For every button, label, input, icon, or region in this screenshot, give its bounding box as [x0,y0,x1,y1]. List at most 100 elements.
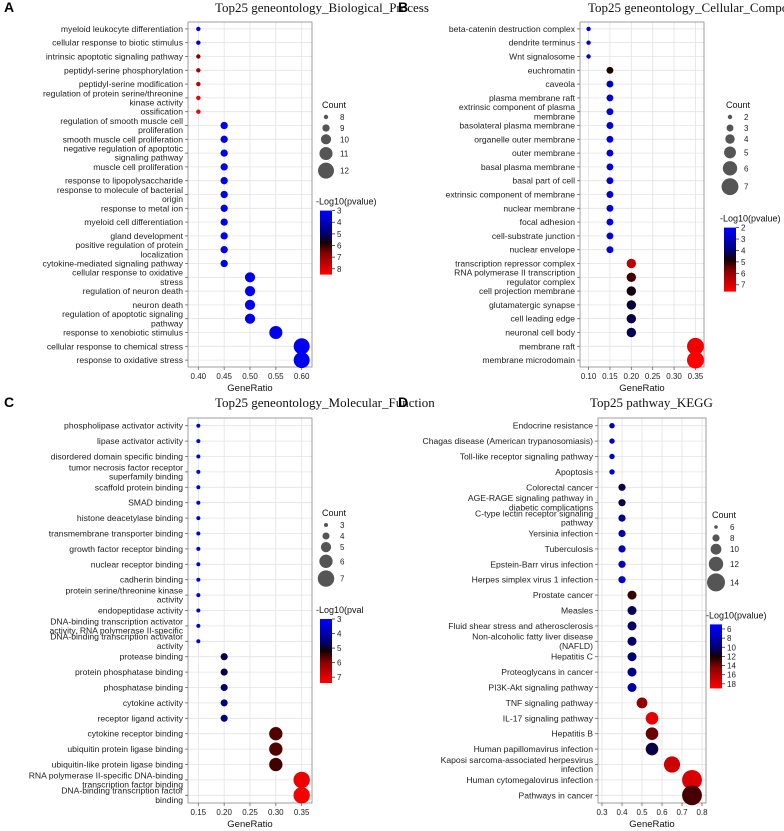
y-term-label: cell-substrate junction [492,231,575,241]
size-legend-label: 3 [744,124,749,133]
color-legend-label: 4 [741,246,746,255]
y-term-label: protein serine/threonine kinase [65,586,183,596]
data-point [196,593,201,598]
data-point [269,742,283,756]
y-term-label: cytokine receptor binding [87,729,183,739]
y-term-label: beta-catenin destruction complex [449,24,576,34]
data-point [196,639,201,644]
color-legend-label: 7 [337,253,342,262]
y-term-label: neuron death [132,300,183,310]
color-legend-label: 6 [337,242,342,251]
color-legend-label: 7 [741,281,746,290]
data-point [618,499,626,507]
data-point [220,668,228,676]
y-term-label: cadherin binding [120,575,183,585]
x-tick-label: 0.4 [616,808,628,817]
y-term-label: endopeptidase activity [98,606,184,616]
data-point [663,756,681,773]
size-legend-label: 5 [340,543,345,552]
data-point [196,577,201,582]
data-point [196,54,201,59]
data-point [196,531,201,536]
y-term-label: superfamily binding [109,472,183,482]
size-legend-label: 4 [340,532,345,541]
y-term-label: localization [140,249,183,259]
x-tick-label: 0.50 [242,372,258,381]
y-term-label: caveola [545,79,575,89]
size-legend-title: Count [726,100,751,110]
y-term-label: negative regulation of apoptotic [64,144,184,154]
data-point [645,712,659,725]
size-legend-label: 8 [730,534,735,543]
color-legend-title: -Log10(pvalue) [316,197,377,207]
size-legend-dot [721,178,739,196]
data-point [586,26,591,32]
data-point [627,652,637,662]
data-point [196,439,201,444]
x-tick-label: 0.55 [268,372,284,381]
y-term-label: Colorectal cancer [526,482,593,492]
y-term-label: signaling pathway [115,153,184,163]
y-term-label: transcription repressor complex [455,259,576,269]
color-legend-bar [710,624,722,689]
y-term-label: response to oxidative stress [76,355,183,365]
y-term-label: Proteoglycans in cancer [501,667,593,677]
x-tick-label: 0.25 [242,808,258,817]
y-term-label: myeloid cell differentiation [84,217,183,227]
data-point [196,423,201,428]
data-point [220,177,228,185]
data-point [606,149,614,157]
color-legend-bar [320,619,332,683]
data-point [618,576,626,584]
data-point [196,516,201,521]
panel-title: Top25 geneontology_Molecular_Function [215,395,435,410]
y-term-label: Tuberculosis [545,544,593,554]
color-legend-label: 10 [727,643,736,652]
panel-A: A Top25 geneontology_Biological_Process 0.… [4,0,429,394]
size-legend-title: Count [712,510,737,520]
y-term-label: intrinsic apoptotic signaling pathway [46,52,184,62]
data-point [586,54,591,59]
color-legend-label: 6 [337,659,342,668]
data-point [220,683,228,692]
size-legend-label: 6 [730,523,735,532]
color-legend-label: 16 [727,671,736,680]
y-term-label: Herpes simplex virus 1 infection [472,575,594,585]
color-legend-label: 12 [727,652,736,661]
y-term-label: smooth muscle cell proliferation [63,134,184,144]
data-point [220,218,228,226]
y-term-label: ubiquitin protein ligase binding [67,744,183,754]
y-term-label: Pathways in cancer [518,790,593,800]
data-point [627,636,637,646]
data-point [627,621,637,631]
y-term-label: origin [162,194,183,204]
color-legend-label: 18 [727,680,736,689]
data-point [609,453,615,460]
data-point [609,438,615,444]
y-term-label: AGE-RAGE signaling pathway in [468,493,593,503]
data-point [220,149,228,157]
y-term-label: extrinsic component of plasma [459,102,575,112]
panel-letter: A [4,0,14,15]
y-term-label: basal plasma membrane [481,162,575,172]
color-legend-label: 3 [337,615,342,624]
size-legend-dot [318,162,334,179]
y-term-label: peptidyl-serine phosphorylation [64,65,183,75]
data-point [220,232,228,240]
size-legend-dot [320,542,332,553]
data-point [606,177,614,185]
data-point [606,108,614,116]
x-tick-label: 0.7 [676,808,688,817]
color-legend-bar [724,227,736,292]
size-legend-label: 5 [744,148,749,157]
data-point [618,560,626,568]
data-point [609,469,615,475]
data-point [196,40,201,45]
data-point [606,232,614,240]
data-point [686,351,704,369]
y-term-label: protease binding [119,652,183,662]
size-legend-dot [722,161,738,176]
color-legend-label: 2 [741,224,746,233]
x-tick-label: 0.30 [666,372,682,381]
size-legend-dot [319,146,333,161]
